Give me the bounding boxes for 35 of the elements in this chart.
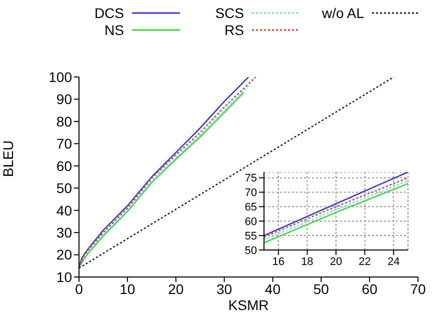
- x-tick-label: 20: [330, 256, 342, 268]
- x-axis-title: KSMR: [228, 297, 269, 313]
- legend-label: SCS: [215, 4, 244, 20]
- x-tick-label: 70: [410, 280, 426, 297]
- x-tick-label: 16: [272, 256, 285, 268]
- x-tick-label: 60: [362, 280, 378, 297]
- x-tick-label: 30: [216, 280, 232, 297]
- y-tick-label: 90: [56, 91, 72, 108]
- legend-label: w/o AL: [322, 4, 364, 20]
- x-tick-label: 22: [358, 256, 371, 268]
- y-tick-label: 60: [244, 216, 257, 228]
- legend-label: RS: [224, 22, 244, 38]
- y-tick-label: 75: [244, 172, 257, 185]
- y-tick-label: 80: [56, 113, 72, 130]
- x-tick-label: 20: [168, 280, 184, 297]
- y-tick-label: 50: [244, 244, 257, 257]
- y-axis-title: BLEU: [0, 140, 16, 177]
- legend-label: DCS: [94, 4, 124, 20]
- y-tick-label: 10: [56, 268, 72, 285]
- legend-label: NS: [104, 22, 124, 38]
- x-tick-label: 40: [264, 280, 281, 297]
- y-tick-label: 65: [244, 202, 257, 214]
- x-tick-label: 0: [75, 280, 84, 297]
- x-tick-label: 10: [120, 280, 136, 297]
- y-tick-label: 70: [244, 187, 257, 200]
- y-tick-label: 50: [56, 180, 72, 196]
- x-tick-label: 50: [313, 280, 330, 297]
- y-tick-label: 100: [48, 68, 72, 85]
- y-tick-label: 55: [244, 230, 257, 242]
- y-tick-label: 60: [56, 158, 72, 174]
- x-tick-label: 18: [301, 256, 314, 268]
- y-tick-label: 70: [56, 136, 72, 152]
- y-tick-label: 30: [56, 224, 72, 241]
- y-tick-label: 40: [56, 202, 72, 218]
- x-tick-label: 24: [387, 256, 400, 268]
